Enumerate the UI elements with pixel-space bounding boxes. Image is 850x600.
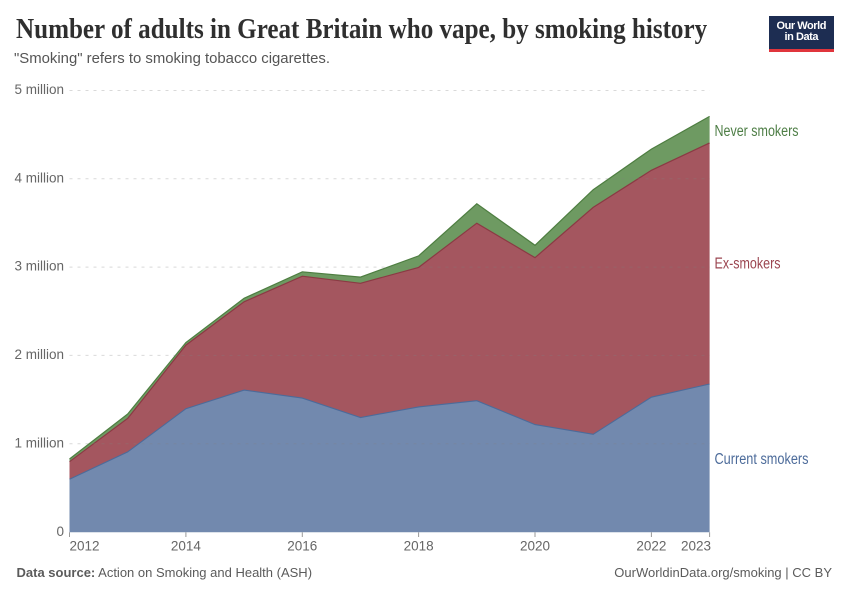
svg-text:2023: 2023 (681, 539, 711, 554)
svg-text:3 million: 3 million (14, 259, 64, 274)
svg-text:5 million: 5 million (14, 82, 64, 97)
svg-text:2022: 2022 (636, 539, 666, 554)
svg-text:Never smokers: Never smokers (715, 123, 799, 140)
svg-text:2 million: 2 million (14, 347, 64, 362)
svg-text:2016: 2016 (287, 539, 317, 554)
svg-text:Ex-smokers: Ex-smokers (715, 255, 781, 272)
svg-text:2020: 2020 (520, 539, 550, 554)
svg-text:2012: 2012 (70, 539, 100, 554)
svg-text:Current smokers: Current smokers (715, 451, 809, 468)
svg-text:2018: 2018 (404, 539, 434, 554)
svg-text:1 million: 1 million (14, 435, 64, 450)
svg-text:0: 0 (56, 524, 64, 539)
svg-text:4 million: 4 million (14, 170, 64, 185)
svg-text:2014: 2014 (171, 539, 202, 554)
